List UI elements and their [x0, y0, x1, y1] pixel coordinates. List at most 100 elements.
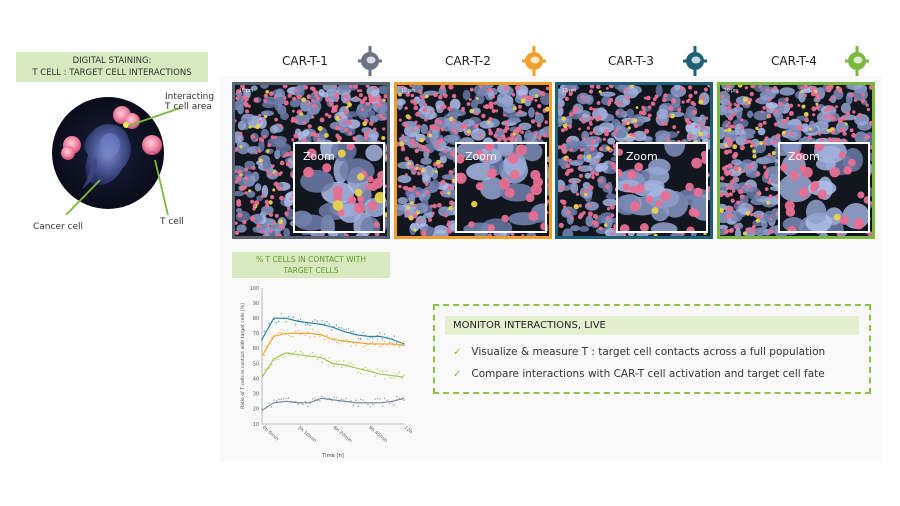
scatter-point: [369, 406, 372, 408]
scatter-point: [384, 397, 386, 400]
y-tick-label: 20: [253, 407, 259, 413]
scatter-point: [261, 374, 263, 376]
scatter-point: [343, 328, 345, 331]
scatter-point: [309, 336, 311, 338]
scatter-point: [376, 338, 379, 341]
scatter-point: [386, 370, 388, 372]
scatter-point: [386, 399, 388, 402]
y-tick-label: 50: [253, 361, 259, 367]
scatter-point: [307, 323, 309, 325]
scatter-point: [307, 405, 309, 408]
scatter-point: [352, 404, 355, 406]
scatter-point: [292, 316, 294, 318]
x-tick-label: 3h 10min: [296, 425, 317, 444]
x-tick-label: 12h 0min: [403, 425, 412, 444]
scatter-point: [328, 397, 331, 399]
contact-ratio-chart: 10 20 30 40 50 60 70 80 90 100 0h 0min 3h 10min 6h 2…: [240, 286, 412, 459]
monitor-interactions-box: MONITOR INTERACTIONS, LIVE ✓ Visualize & …: [433, 304, 871, 394]
scatter-point: [359, 372, 362, 375]
cart-3-title: CAR-T-3: [608, 54, 654, 68]
scatter-point: [268, 367, 270, 369]
scatter-point: [396, 373, 398, 375]
scatter-point: [278, 398, 280, 401]
cart-3-zoom-label: Zoom: [626, 150, 658, 163]
cart-1-zoom-inset: Zoom: [293, 142, 385, 233]
scatter-point: [352, 330, 355, 332]
x-tick-label: 0h 0min: [261, 425, 280, 442]
microscopy-texture: [780, 144, 868, 231]
scatter-point: [335, 324, 338, 326]
scatter-point: [388, 402, 391, 405]
scatter-point: [393, 335, 396, 337]
cart-2-zoom-inset: Zoom: [455, 142, 547, 233]
scatter-point: [355, 344, 357, 347]
y-tick-label: 90: [253, 301, 259, 307]
scatter-point: [302, 403, 304, 406]
scatter-point: [396, 396, 398, 398]
scatter-point: [287, 397, 290, 399]
scatter-point: [280, 331, 282, 334]
series-line-1: [261, 317, 405, 345]
scatter-point: [345, 397, 347, 400]
scatter-point: [347, 362, 350, 364]
scatter-point: [403, 399, 405, 401]
check-icon: ✓: [453, 369, 462, 380]
scatter-point: [294, 330, 297, 332]
scatter-point: [381, 338, 384, 340]
y-tick-label: 80: [253, 316, 259, 322]
scatter-point: [381, 344, 384, 346]
scatter-point: [369, 369, 372, 371]
scatter-point: [261, 359, 263, 361]
scatter-point: [357, 405, 359, 408]
cart-3-scale-text: 10 µm: [562, 88, 576, 94]
scatter-point: [386, 344, 388, 347]
scatter-point: [338, 360, 340, 362]
scatter-point: [367, 338, 369, 340]
scatter-point: [261, 339, 263, 341]
scatter-point: [388, 376, 391, 379]
scatter-point: [391, 402, 393, 404]
scatter-point: [340, 327, 343, 329]
scatter-point: [379, 370, 381, 372]
scatter-point: [338, 343, 340, 345]
cart-1-cell-icon: [358, 46, 382, 76]
monitor-item-2-text: Compare interactions with CAR-T cell act…: [471, 368, 825, 380]
scatter-point: [374, 398, 376, 400]
scatter-point: [359, 338, 362, 341]
scatter-point: [364, 366, 367, 369]
cart-2-title: CAR-T-2: [445, 54, 491, 68]
scatter-point: [319, 335, 321, 337]
scatter-point: [372, 341, 374, 343]
scatter-point: [379, 398, 381, 400]
scatter-point: [393, 377, 396, 379]
monitor-item-1: ✓ Visualize & measure T : target cell con…: [453, 346, 825, 358]
scatter-point: [347, 328, 350, 330]
scatter-point: [403, 341, 405, 344]
scatter-point: [323, 323, 326, 325]
chart-title-line1: % T CELLS IN CONTACT WITH: [256, 255, 366, 264]
scatter-point: [384, 333, 386, 336]
cart-2-cell-icon: [522, 46, 546, 76]
scatter-point: [290, 336, 292, 338]
scatter-point: [321, 395, 323, 398]
scatter-point: [307, 331, 309, 333]
scatter-point: [282, 330, 285, 332]
scatter-point: [345, 339, 347, 341]
scatter-point: [328, 341, 331, 343]
cart-4-image: 10 µm Zoom: [717, 82, 875, 239]
scatter-point: [331, 329, 333, 331]
scatter-point: [396, 342, 398, 344]
scatter-point: [270, 406, 273, 408]
scatter-point: [304, 324, 307, 326]
scatter-point: [357, 337, 359, 339]
scatter-point: [292, 335, 294, 338]
y-tick-label: 100: [250, 286, 259, 292]
scatter-point: [374, 375, 376, 377]
scatter-point: [362, 367, 364, 370]
scatter-point: [398, 346, 400, 348]
chart-title: % T CELLS IN CONTACT WITH TARGET CELLS: [232, 252, 390, 278]
cart-4-title: CAR-T-4: [771, 54, 817, 68]
scatter-point: [391, 377, 393, 379]
scatter-point: [319, 400, 321, 402]
scatter-point: [323, 357, 326, 359]
